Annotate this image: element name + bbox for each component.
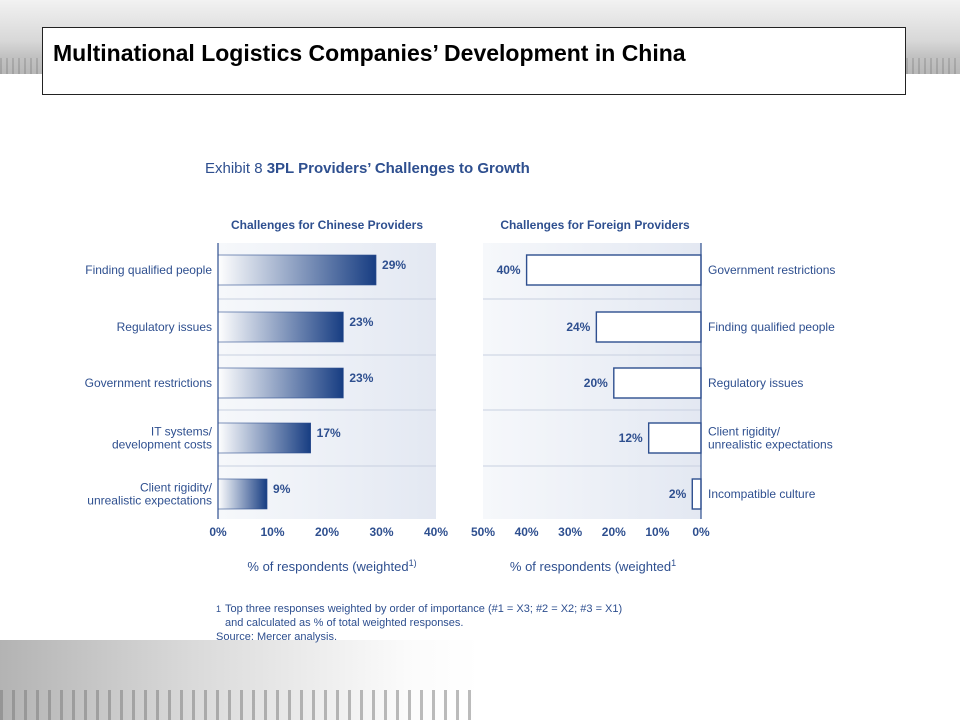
slide-title-box: Multinational Logistics Companies’ Devel… [42, 27, 906, 95]
left-x-tick-label: 20% [315, 525, 339, 539]
left-category-label: Regulatory issues [117, 320, 212, 334]
left-category-label: IT systems/development costs [112, 425, 213, 452]
left-x-axis-label: % of respondents (weighted1) [247, 558, 416, 574]
right-x-tick-label: 0% [692, 525, 710, 539]
right-bar [647, 422, 702, 454]
right-bar-value-label: 40% [497, 263, 521, 277]
right-bar [525, 254, 702, 286]
left-bar [217, 311, 344, 343]
left-bar [217, 478, 268, 510]
right-bar-value-label: 20% [584, 376, 608, 390]
left-bar-value-label: 23% [349, 315, 373, 329]
left-x-tick-label: 30% [369, 525, 393, 539]
right-bar [691, 478, 702, 510]
right-x-tick-label: 30% [558, 525, 582, 539]
right-category-label: Finding qualified people [708, 320, 835, 334]
right-category-label: Regulatory issues [708, 376, 803, 390]
right-bar-value-label: 24% [566, 320, 590, 334]
left-bar [217, 367, 344, 399]
left-bar [217, 422, 311, 454]
right-category-label: Government restrictions [708, 263, 835, 277]
right-bar [595, 311, 702, 343]
left-category-label: Government restrictions [85, 376, 212, 390]
left-bar-value-label: 17% [317, 426, 341, 440]
right-x-tick-label: 20% [602, 525, 626, 539]
footnote-mark: 1 [216, 604, 222, 614]
bottom-band-texture [0, 690, 480, 720]
right-bar-value-label: 2% [669, 487, 687, 501]
footnote-source: Source: Mercer analysis. [216, 631, 338, 643]
footnote-line-1: Top three responses weighted by order of… [225, 603, 623, 615]
right-x-tick-label: 10% [645, 525, 669, 539]
left-bar-value-label: 23% [349, 371, 373, 385]
right-bar [613, 367, 702, 399]
right-bar-value-label: 12% [619, 431, 643, 445]
right-x-axis-label: % of respondents (weighted1 [510, 558, 676, 574]
left-x-tick-label: 10% [260, 525, 284, 539]
left-bar [217, 254, 377, 286]
right-chart-title: Challenges for Foreign Providers [500, 218, 690, 232]
right-x-tick-label: 40% [515, 525, 539, 539]
left-bar-value-label: 29% [382, 258, 406, 272]
left-chart-title: Challenges for Chinese Providers [231, 218, 423, 232]
right-x-tick-label: 50% [471, 525, 495, 539]
left-bar-value-label: 9% [273, 482, 291, 496]
left-x-tick-label: 0% [209, 525, 227, 539]
left-category-label: Client rigidity/unrealistic expectations [87, 481, 212, 508]
slide-title: Multinational Logistics Companies’ Devel… [53, 40, 686, 66]
left-x-tick-label: 40% [424, 525, 448, 539]
footnote: 1 Top three responses weighted by order o… [216, 602, 622, 644]
footnote-line-2: and calculated as % of total weighted re… [225, 617, 464, 629]
exhibit-heading: Exhibit 8 3PL Providers’ Challenges to G… [205, 160, 530, 177]
left-category-label: Finding qualified people [85, 263, 212, 277]
right-category-label: Client rigidity/unrealistic expectations [708, 425, 833, 452]
right-category-label: Incompatible culture [708, 487, 816, 501]
